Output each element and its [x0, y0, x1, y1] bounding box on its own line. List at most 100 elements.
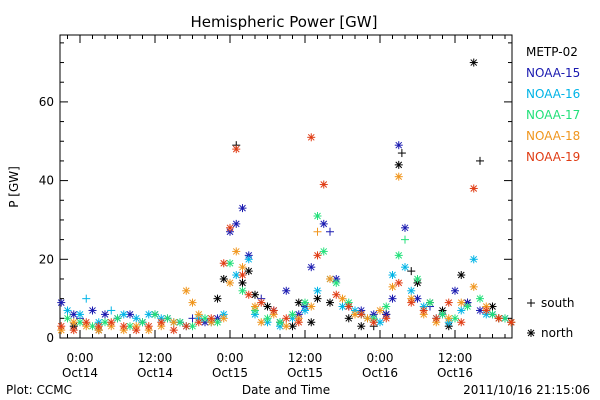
data-point-north [276, 318, 284, 327]
data-point-south [476, 156, 484, 165]
data-point-north [157, 318, 166, 327]
star-stroke [295, 299, 303, 306]
star-stroke [376, 318, 384, 326]
data-point-north [244, 290, 253, 299]
data-point-north [232, 219, 241, 228]
star-stroke [257, 299, 265, 306]
star-stroke [382, 303, 390, 310]
star-stroke [470, 59, 478, 66]
star-stroke [395, 141, 403, 149]
star-stroke [401, 224, 409, 232]
star-stroke [382, 314, 390, 322]
data-point-north [388, 294, 397, 303]
star-stroke [314, 287, 321, 295]
data-point-north [201, 314, 209, 323]
star-stroke [426, 299, 434, 306]
star-stroke [407, 299, 415, 306]
data-point-north [219, 314, 228, 323]
star-stroke [126, 322, 134, 330]
star-stroke [239, 271, 246, 279]
x-tick-label-date: Oct15 [212, 366, 248, 380]
star-stroke [176, 318, 184, 326]
star-stroke [95, 322, 103, 330]
data-point-north [69, 310, 78, 319]
star-stroke [145, 322, 153, 330]
data-point-north [238, 278, 247, 287]
data-point-north [444, 314, 453, 323]
star-stroke [170, 318, 178, 326]
data-point-north [288, 322, 297, 331]
star-stroke [101, 318, 109, 326]
star-stroke [245, 291, 253, 299]
data-point-north [163, 314, 172, 323]
star-stroke [220, 275, 228, 283]
data-point-north [119, 310, 128, 319]
legend-entry: NOAA-17 [526, 108, 580, 122]
star-stroke [451, 314, 459, 322]
star-stroke [220, 259, 228, 267]
data-point-north [144, 310, 153, 319]
star-stroke [395, 161, 403, 169]
data-point-north [313, 251, 322, 260]
data-point-north [394, 172, 403, 181]
star-stroke [395, 173, 403, 181]
data-point-north [319, 180, 328, 189]
data-point-north [307, 302, 316, 311]
y-tick-label: 0 [46, 331, 54, 345]
star-stroke [345, 314, 353, 322]
data-point-north [257, 298, 266, 307]
star-stroke [289, 311, 296, 318]
data-point-north [63, 314, 72, 323]
star-stroke [401, 263, 409, 271]
data-point-north [469, 255, 478, 264]
star-stroke [320, 181, 328, 188]
data-point-north [257, 318, 266, 327]
star-stroke [264, 314, 271, 322]
star-stroke [76, 318, 84, 326]
star-stroke [470, 185, 478, 192]
data-point-north [288, 310, 297, 319]
star-stroke [314, 252, 321, 259]
star-stroke [439, 311, 446, 318]
star-stroke [389, 283, 396, 291]
data-point-north [194, 318, 203, 327]
star-stroke [107, 318, 115, 326]
data-point-north [169, 318, 178, 327]
data-point-north [313, 286, 322, 295]
star-stroke [245, 267, 253, 275]
star-stroke [151, 311, 159, 318]
data-point-north [344, 302, 353, 311]
data-point-north [351, 310, 359, 319]
star-stroke [370, 318, 378, 326]
star-stroke [489, 303, 496, 310]
data-point-north [444, 298, 453, 307]
star-stroke [214, 295, 221, 303]
data-point-north [113, 314, 122, 323]
star-stroke [464, 303, 471, 310]
data-point-south [326, 227, 334, 236]
star-stroke [239, 263, 246, 271]
data-point-north [332, 290, 341, 299]
star-stroke [220, 314, 228, 322]
data-point-north [507, 318, 516, 327]
data-point-north [69, 326, 78, 335]
star-stroke [364, 314, 371, 322]
data-point-north [469, 282, 478, 291]
star-stroke [145, 311, 153, 318]
data-point-south [397, 149, 406, 158]
star-stroke [195, 318, 203, 326]
star-stroke [64, 307, 71, 314]
plot-frame [59, 34, 513, 339]
data-point-north [82, 318, 91, 327]
data-point-north [494, 314, 503, 323]
data-point-north [188, 298, 197, 307]
data-point-north [319, 247, 328, 256]
star-stroke [314, 212, 321, 220]
star-stroke [207, 314, 215, 322]
data-point-north [132, 314, 141, 323]
data-point-north [57, 298, 66, 307]
data-point-north [282, 314, 291, 323]
star-stroke [201, 314, 209, 322]
data-point-north [457, 318, 466, 327]
data-point-north [238, 271, 247, 280]
